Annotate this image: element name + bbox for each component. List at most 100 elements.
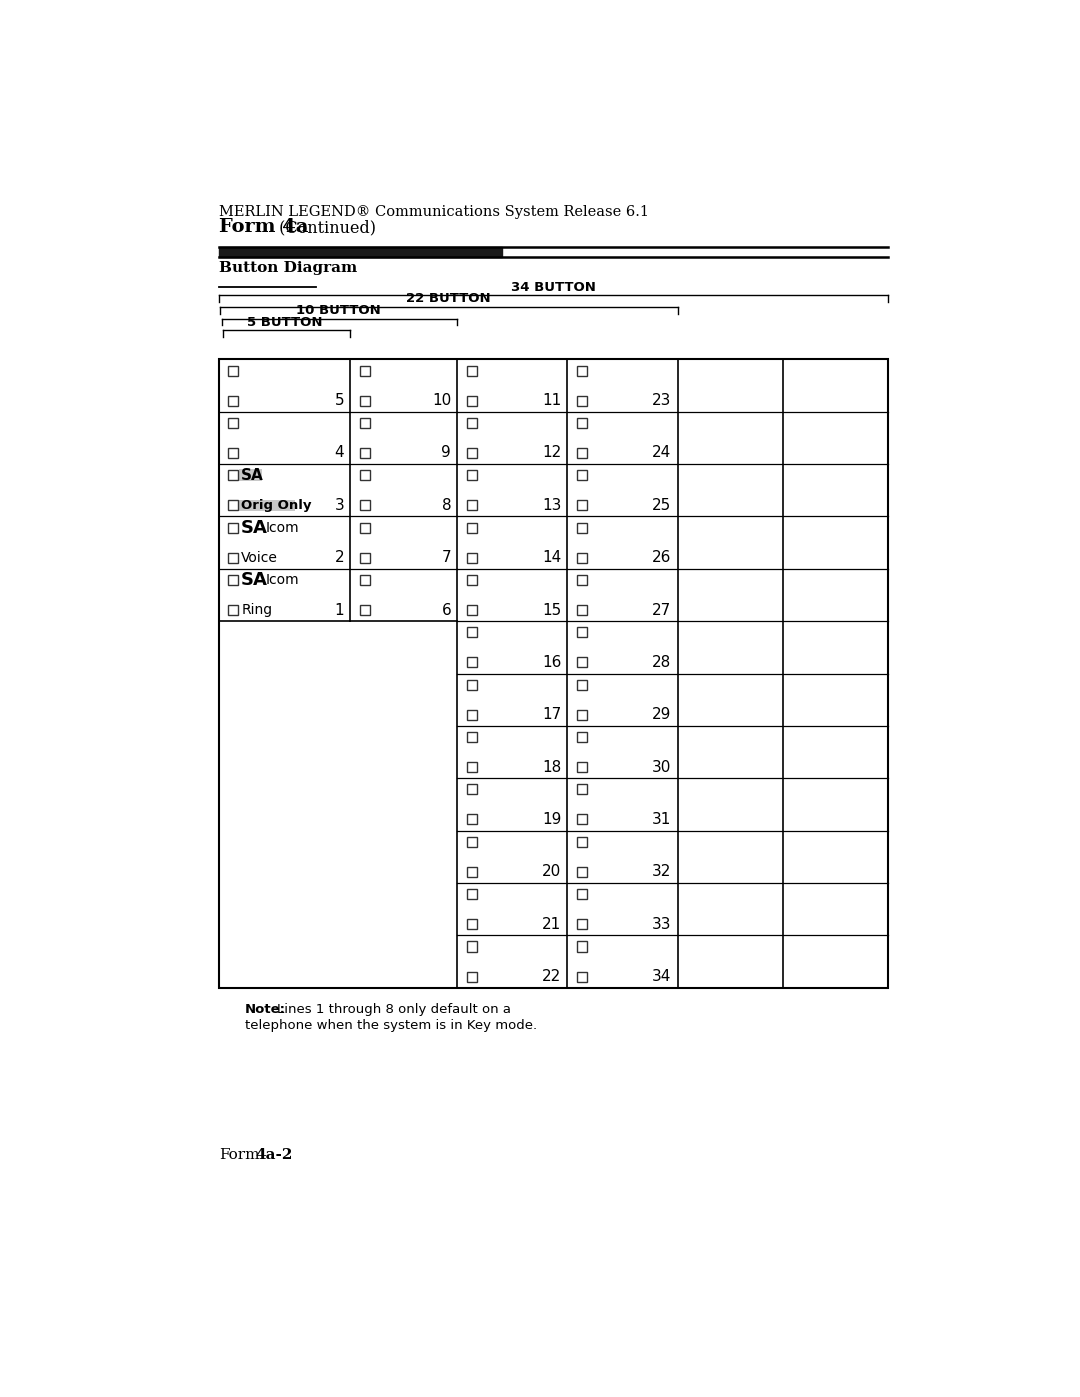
Bar: [577, 395, 586, 405]
Bar: [228, 522, 238, 532]
Bar: [228, 500, 238, 510]
Bar: [218, 247, 501, 257]
Text: Lines 1 through 8 only default on a: Lines 1 through 8 only default on a: [276, 1003, 511, 1016]
Text: 19: 19: [542, 812, 562, 827]
Bar: [467, 919, 476, 929]
Bar: [360, 500, 369, 510]
Bar: [360, 395, 369, 405]
Text: 10 BUTTON: 10 BUTTON: [296, 305, 380, 317]
Text: 16: 16: [542, 655, 562, 671]
Text: 25: 25: [652, 497, 672, 513]
Bar: [577, 763, 586, 773]
Text: 11: 11: [542, 393, 562, 408]
Bar: [467, 784, 476, 795]
Text: 14: 14: [542, 550, 562, 566]
Bar: [467, 763, 476, 773]
Bar: [360, 553, 369, 563]
Bar: [467, 710, 476, 719]
Text: SA: SA: [241, 518, 267, 536]
Text: 28: 28: [652, 655, 672, 671]
Bar: [360, 576, 369, 585]
Bar: [228, 418, 238, 427]
Text: MERLIN LEGEND® Communications System Release 6.1: MERLIN LEGEND® Communications System Rel…: [218, 205, 649, 219]
Bar: [228, 395, 238, 405]
Bar: [467, 942, 476, 951]
Bar: [467, 418, 476, 427]
Bar: [239, 500, 295, 511]
Bar: [467, 500, 476, 510]
Text: 23: 23: [652, 393, 672, 408]
Bar: [577, 366, 586, 376]
Bar: [228, 448, 238, 458]
Text: 32: 32: [652, 865, 672, 879]
Text: 7: 7: [442, 550, 451, 566]
Bar: [467, 395, 476, 405]
Bar: [577, 888, 586, 900]
Text: 27: 27: [652, 602, 672, 617]
Bar: [467, 658, 476, 668]
Bar: [467, 553, 476, 563]
Text: 22 BUTTON: 22 BUTTON: [406, 292, 490, 306]
Text: 3: 3: [335, 497, 345, 513]
Bar: [467, 576, 476, 585]
Text: 30: 30: [652, 760, 672, 774]
Text: 29: 29: [652, 707, 672, 722]
Bar: [467, 366, 476, 376]
Text: Icom: Icom: [266, 521, 299, 535]
Bar: [577, 553, 586, 563]
Bar: [467, 888, 476, 900]
Text: 17: 17: [542, 707, 562, 722]
Text: 34: 34: [652, 970, 672, 983]
Text: 5: 5: [335, 393, 345, 408]
Bar: [577, 627, 586, 637]
Bar: [467, 814, 476, 824]
Bar: [577, 866, 586, 877]
Text: 33: 33: [652, 916, 672, 932]
Bar: [577, 942, 586, 951]
Bar: [360, 471, 369, 481]
Bar: [228, 366, 238, 376]
Text: 31: 31: [652, 812, 672, 827]
Bar: [360, 522, 369, 532]
Bar: [577, 576, 586, 585]
Text: 2: 2: [335, 550, 345, 566]
Text: Orig Only: Orig Only: [241, 499, 312, 511]
Text: 15: 15: [542, 602, 562, 617]
Bar: [577, 710, 586, 719]
Text: Form: Form: [218, 1148, 259, 1162]
Bar: [467, 627, 476, 637]
Bar: [577, 471, 586, 481]
Text: 20: 20: [542, 865, 562, 879]
Bar: [467, 732, 476, 742]
Bar: [228, 553, 238, 563]
Text: 5 BUTTON: 5 BUTTON: [247, 316, 322, 328]
Text: telephone when the system is in Key mode.: telephone when the system is in Key mode…: [245, 1018, 537, 1031]
Text: 34 BUTTON: 34 BUTTON: [511, 281, 596, 293]
Bar: [360, 605, 369, 615]
Text: 12: 12: [542, 446, 562, 461]
Bar: [360, 418, 369, 427]
Text: Note:: Note:: [245, 1003, 286, 1016]
Bar: [467, 605, 476, 615]
Text: 21: 21: [542, 916, 562, 932]
Bar: [577, 680, 586, 690]
Text: 10: 10: [432, 393, 451, 408]
Bar: [577, 837, 586, 847]
Text: 13: 13: [542, 497, 562, 513]
Text: SA: SA: [241, 571, 267, 590]
Bar: [577, 500, 586, 510]
Bar: [239, 469, 262, 481]
Text: 18: 18: [542, 760, 562, 774]
Bar: [467, 471, 476, 481]
Text: 4a-2: 4a-2: [255, 1148, 293, 1162]
Bar: [577, 971, 586, 982]
Bar: [467, 522, 476, 532]
Text: 24: 24: [652, 446, 672, 461]
Bar: [467, 837, 476, 847]
Bar: [467, 680, 476, 690]
Bar: [228, 576, 238, 585]
Text: Icom: Icom: [266, 573, 299, 587]
Bar: [228, 471, 238, 481]
Bar: [577, 522, 586, 532]
Bar: [228, 605, 238, 615]
